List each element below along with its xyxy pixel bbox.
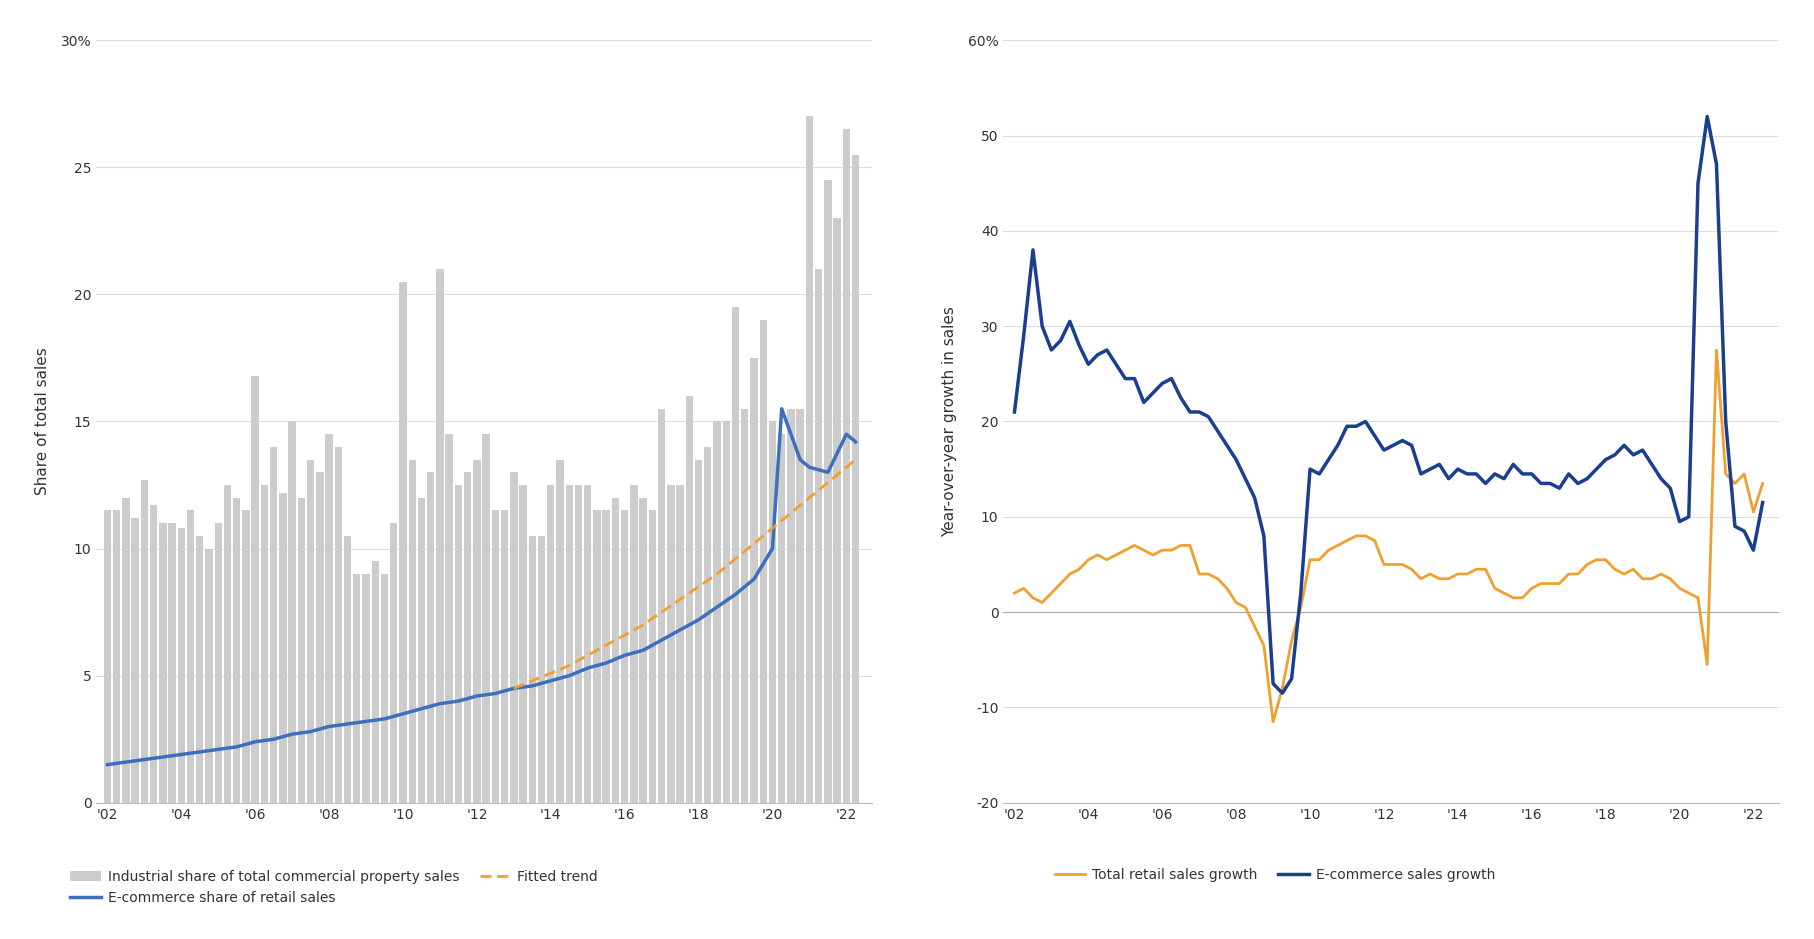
- Bar: [483, 434, 490, 803]
- Bar: [640, 498, 648, 803]
- Bar: [243, 511, 250, 803]
- Legend: Industrial share of total commercial property sales, E-commerce share of retail : Industrial share of total commercial pro…: [65, 864, 604, 910]
- Bar: [160, 523, 167, 803]
- Bar: [334, 447, 343, 803]
- Y-axis label: Share of total sales: Share of total sales: [34, 347, 49, 496]
- Bar: [435, 269, 444, 803]
- Bar: [141, 480, 149, 803]
- Bar: [695, 459, 702, 803]
- Bar: [824, 180, 831, 803]
- Bar: [584, 485, 591, 803]
- Bar: [575, 485, 582, 803]
- Bar: [492, 511, 499, 803]
- Bar: [345, 536, 352, 803]
- Bar: [279, 493, 287, 803]
- Bar: [473, 459, 481, 803]
- Bar: [307, 459, 314, 803]
- Bar: [372, 562, 379, 803]
- Bar: [742, 408, 749, 803]
- Bar: [196, 536, 203, 803]
- Bar: [270, 447, 278, 803]
- Bar: [205, 548, 212, 803]
- Bar: [169, 523, 176, 803]
- Legend: Total retail sales growth, E-commerce sales growth: Total retail sales growth, E-commerce sa…: [1048, 862, 1500, 887]
- Bar: [686, 396, 693, 803]
- Bar: [151, 505, 158, 803]
- Bar: [557, 459, 564, 803]
- Bar: [288, 422, 296, 803]
- Bar: [363, 574, 370, 803]
- Bar: [519, 485, 526, 803]
- Bar: [602, 511, 610, 803]
- Bar: [796, 408, 804, 803]
- Bar: [446, 434, 454, 803]
- Bar: [297, 498, 305, 803]
- Bar: [787, 408, 795, 803]
- Bar: [731, 307, 738, 803]
- Bar: [261, 485, 268, 803]
- Bar: [704, 447, 711, 803]
- Bar: [187, 511, 194, 803]
- Bar: [381, 574, 388, 803]
- Bar: [112, 511, 120, 803]
- Bar: [232, 498, 241, 803]
- Bar: [537, 536, 546, 803]
- Bar: [501, 511, 508, 803]
- Bar: [677, 485, 684, 803]
- Bar: [668, 485, 675, 803]
- Bar: [426, 472, 434, 803]
- Bar: [805, 116, 813, 803]
- Bar: [252, 376, 259, 803]
- Bar: [833, 218, 842, 803]
- Bar: [713, 422, 720, 803]
- Bar: [510, 472, 517, 803]
- Bar: [464, 472, 472, 803]
- Bar: [769, 422, 776, 803]
- Bar: [722, 422, 729, 803]
- Bar: [178, 529, 185, 803]
- Bar: [751, 358, 758, 803]
- Bar: [548, 485, 555, 803]
- Bar: [316, 472, 323, 803]
- Bar: [223, 485, 230, 803]
- Bar: [566, 485, 573, 803]
- Bar: [814, 269, 822, 803]
- Bar: [131, 518, 140, 803]
- Bar: [417, 498, 424, 803]
- Bar: [325, 434, 332, 803]
- Bar: [528, 536, 535, 803]
- Bar: [103, 511, 111, 803]
- Bar: [620, 511, 628, 803]
- Bar: [629, 485, 637, 803]
- Bar: [399, 282, 406, 803]
- Bar: [455, 485, 463, 803]
- Bar: [853, 155, 860, 803]
- Bar: [649, 511, 657, 803]
- Bar: [408, 459, 415, 803]
- Bar: [354, 574, 361, 803]
- Y-axis label: Year-over-year growth in sales: Year-over-year growth in sales: [941, 306, 956, 537]
- Bar: [390, 523, 397, 803]
- Bar: [122, 498, 129, 803]
- Bar: [611, 498, 619, 803]
- Bar: [778, 434, 785, 803]
- Bar: [593, 511, 600, 803]
- Bar: [214, 523, 221, 803]
- Bar: [844, 130, 851, 803]
- Bar: [760, 320, 767, 803]
- Bar: [658, 408, 666, 803]
